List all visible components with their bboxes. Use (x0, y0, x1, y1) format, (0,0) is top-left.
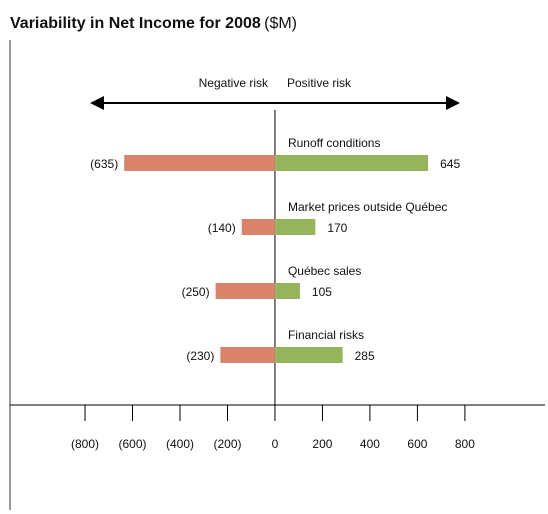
x-tick-label: 600 (407, 437, 427, 451)
category-label: Runoff conditions (288, 136, 381, 150)
title: Variability in Net Income for 2008 (10, 15, 261, 32)
value-label: (230) (186, 349, 214, 363)
x-tick-label: 400 (360, 437, 380, 451)
bar (274, 347, 343, 363)
value-label: (635) (90, 157, 118, 171)
bar (124, 155, 275, 171)
value-label: 170 (327, 221, 347, 235)
arrow-head-right (446, 96, 460, 110)
bar (274, 219, 316, 235)
x-tick-label: (400) (166, 437, 194, 451)
x-tick-label: (800) (71, 437, 99, 451)
bar (241, 219, 275, 235)
value-label: 105 (312, 285, 332, 299)
value-label: 645 (440, 157, 460, 171)
bar (274, 155, 429, 171)
x-tick-label: 800 (455, 437, 475, 451)
value-label: (140) (208, 221, 236, 235)
x-tick-label: 200 (312, 437, 332, 451)
bar (274, 283, 300, 299)
value-label: 285 (355, 349, 375, 363)
bar (215, 283, 275, 299)
category-label: Québec sales (288, 264, 361, 278)
arrow-head-left (90, 96, 104, 110)
title-suffix: ($M) (264, 15, 297, 32)
bar (220, 347, 275, 363)
annotation: Positive risk (287, 76, 352, 90)
category-label: Financial risks (288, 328, 364, 342)
x-tick-label: 0 (272, 437, 279, 451)
x-tick-label: (200) (213, 437, 241, 451)
value-label: (250) (182, 285, 210, 299)
category-label: Market prices outside Québec (288, 200, 447, 214)
annotation: Negative risk (199, 76, 269, 90)
chart-title: Variability in Net Income for 2008 ($M) (10, 15, 297, 32)
x-tick-label: (600) (119, 437, 147, 451)
